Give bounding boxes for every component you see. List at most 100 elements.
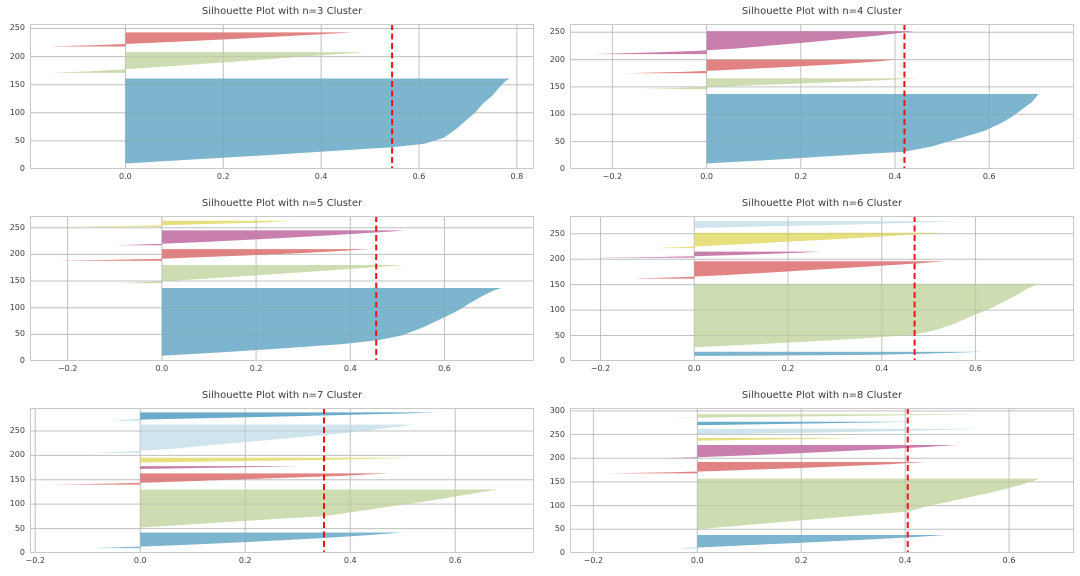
silhouette-cluster-1 [640,78,921,90]
y-tick-label: 250 [9,23,25,33]
x-tick-label: 0.0 [155,364,169,373]
y-tick-label: 250 [9,222,25,232]
silhouette-cluster-0 [161,288,501,356]
x-tick-label: 0.0 [690,556,704,565]
y-tick-label: 0 [19,356,25,365]
silhouette-cluster-4 [654,232,941,249]
plot-title-n6: Silhouette Plot with n=6 Cluster [741,198,903,209]
plot-border [30,24,534,169]
x-tick-label: 0.0 [119,172,132,181]
subplot-n4: Silhouette Plot with n=4 Cluster −0.2 0.0… [540,0,1080,192]
x-tick-label: 0.4 [875,364,889,373]
silhouette-cluster-5 [694,221,960,228]
silhouette-cluster-1 [49,52,366,73]
y-tick-label: 0 [559,356,565,365]
y-tick-label: 50 [14,135,25,145]
y-tick-label: 50 [554,524,565,534]
x-tick-label: 0.4 [343,556,357,565]
y-tick-label: 100 [9,302,25,312]
x-tick-label: 0.2 [781,364,795,373]
x-tick-label: 0.8 [510,172,524,181]
x-tick-label: 0.2 [238,556,252,565]
x-tick-label: 0.4 [888,172,902,181]
subplot-n7: Silhouette Plot with n=7 Cluster −0.2 0.0… [0,384,540,576]
silhouette-cluster-7 [666,414,999,418]
silhouette-cluster-4 [65,220,292,227]
x-tick-label: −0.2 [583,556,604,565]
y-tick-label: 150 [549,279,565,289]
y-tick-label: 300 [549,405,565,415]
y-tick-label: 50 [14,523,25,533]
y-tick-label: 0 [559,164,565,173]
y-tick-label: 50 [14,329,25,339]
plot-border [30,408,534,553]
plot-area-n4 [570,24,1074,169]
x-tick-label: 0.0 [687,364,701,373]
y-tick-label: 200 [549,453,565,463]
silhouette-cluster-4 [129,457,411,463]
silhouette-cluster-5 [697,428,981,435]
silhouette-cluster-2 [633,261,946,279]
plot-border [30,216,534,361]
silhouette-cluster-2 [53,473,390,485]
plot-border [570,24,1074,169]
x-tick-label: 0.6 [982,172,996,181]
y-tick-label: 200 [549,254,565,264]
silhouette-cluster-3 [114,230,405,246]
silhouette-cluster-1 [119,265,405,284]
y-tick-label: 150 [9,79,25,89]
x-tick-label: 0.4 [898,556,912,565]
plot-border [570,408,1074,553]
x-tick-label: 0.4 [343,364,357,373]
y-tick-label: 100 [9,107,25,117]
silhouette-cluster-3 [586,251,821,258]
x-tick-label: 0.2 [794,556,808,565]
y-tick-label: 250 [549,27,565,37]
plot-area-n7 [30,408,534,553]
silhouette-cluster-2 [624,59,895,74]
x-tick-label: 0.0 [700,172,713,181]
plot-title-n5: Silhouette Plot with n=5 Cluster [201,198,363,209]
silhouette-cluster-4 [697,437,861,441]
silhouette-cluster-2 [49,32,353,47]
silhouette-cluster-3 [594,31,914,55]
y-tick-label: 150 [9,276,25,286]
silhouette-cluster-2 [55,249,370,261]
y-tick-label: 100 [549,109,565,119]
plot-title-n7: Silhouette Plot with n=7 Cluster [201,390,363,401]
y-tick-label: 150 [549,81,565,91]
y-tick-label: 200 [9,249,25,259]
silhouette-cluster-1 [697,478,1041,530]
silhouette-cluster-0 [679,535,947,549]
silhouette-cluster-6 [697,421,916,426]
plot-area-n8 [570,408,1074,553]
x-tick-label: 0.6 [1002,556,1016,565]
silhouette-cluster-3 [666,445,958,459]
x-tick-label: 0.6 [412,172,426,181]
x-tick-label: 0.4 [314,172,328,181]
y-tick-label: 200 [549,54,565,64]
y-tick-label: 150 [549,476,565,486]
y-tick-label: 250 [9,425,25,435]
subplot-n5: Silhouette Plot with n=5 Cluster −0.2 0.0… [0,192,540,384]
y-tick-label: 250 [549,429,565,439]
y-tick-label: 0 [19,164,25,173]
y-tick-label: 50 [554,136,565,146]
y-tick-label: 100 [9,499,25,509]
x-tick-label: 0.2 [249,364,263,373]
y-tick-label: 250 [549,228,565,238]
x-tick-label: −0.2 [25,556,45,565]
x-tick-label: 0.6 [438,364,451,373]
subplot-n8: Silhouette Plot with n=8 Cluster −0.2 0.0… [540,384,1080,576]
x-tick-label: 0.2 [216,172,230,181]
silhouette-cluster-0 [125,78,510,164]
x-tick-label: 0.6 [969,364,982,373]
silhouette-cluster-0 [706,94,1039,164]
plot-area-n6 [570,216,1074,361]
y-tick-label: 150 [9,474,25,484]
y-tick-label: 0 [559,548,565,557]
plot-title-n4: Silhouette Plot with n=4 Cluster [741,6,903,17]
x-tick-label: −0.2 [602,172,623,181]
plot-area-n5 [30,216,534,361]
x-tick-label: 0.0 [133,556,147,565]
